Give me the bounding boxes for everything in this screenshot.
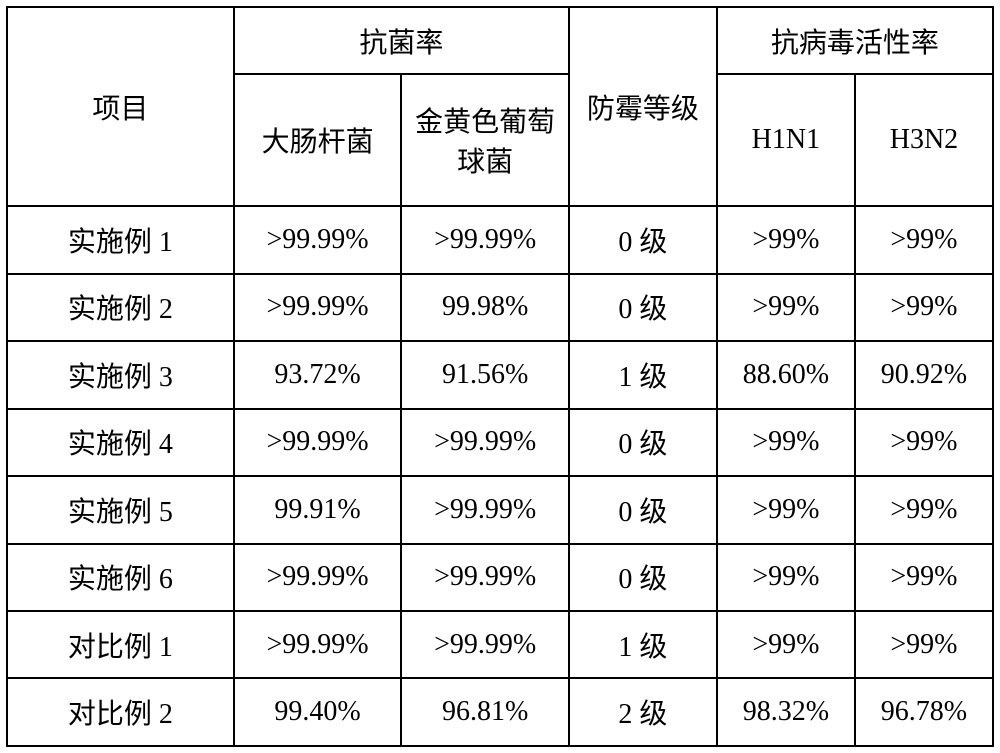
table-row: 对比例 2 99.40% 96.81% 2 级 98.32% 96.78% [7, 678, 993, 746]
cell-mold: 0 级 [569, 476, 717, 543]
cell-h1n1: >99% [717, 611, 855, 678]
cell-h1n1: >99% [717, 476, 855, 543]
cell-item: 实施例 2 [7, 274, 234, 341]
header-antiviral: 抗病毒活性率 [717, 7, 993, 74]
cell-ecoli: 93.72% [234, 341, 402, 408]
cell-saureus: 96.81% [401, 678, 569, 746]
cell-h3n2: >99% [855, 611, 993, 678]
cell-h1n1: >99% [717, 206, 855, 273]
cell-saureus: >99.99% [401, 611, 569, 678]
table-row: 实施例 4 >99.99% >99.99% 0 级 >99% >99% [7, 409, 993, 476]
table-row: 实施例 5 99.91% >99.99% 0 级 >99% >99% [7, 476, 993, 543]
cell-item: 实施例 3 [7, 341, 234, 408]
cell-item: 实施例 4 [7, 409, 234, 476]
header-antibacterial: 抗菌率 [234, 7, 569, 74]
table-row: 实施例 1 >99.99% >99.99% 0 级 >99% >99% [7, 206, 993, 273]
cell-ecoli: >99.99% [234, 409, 402, 476]
cell-ecoli: 99.91% [234, 476, 402, 543]
table-header-row-1: 项目 抗菌率 防霉等级 抗病毒活性率 [7, 7, 993, 74]
cell-h1n1: >99% [717, 409, 855, 476]
cell-item: 实施例 6 [7, 544, 234, 611]
cell-mold: 0 级 [569, 274, 717, 341]
cell-h3n2: >99% [855, 476, 993, 543]
cell-mold: 2 级 [569, 678, 717, 746]
table-container: 项目 抗菌率 防霉等级 抗病毒活性率 大肠杆菌 金黄色葡萄球菌 H1N1 H3N… [0, 0, 1000, 753]
cell-h3n2: 90.92% [855, 341, 993, 408]
cell-mold: 0 级 [569, 206, 717, 273]
cell-h3n2: >99% [855, 274, 993, 341]
cell-item: 对比例 1 [7, 611, 234, 678]
cell-saureus: >99.99% [401, 409, 569, 476]
cell-saureus: 99.98% [401, 274, 569, 341]
cell-h1n1: 88.60% [717, 341, 855, 408]
cell-ecoli: >99.99% [234, 274, 402, 341]
cell-mold: 1 级 [569, 611, 717, 678]
cell-mold: 0 级 [569, 544, 717, 611]
cell-h3n2: >99% [855, 206, 993, 273]
cell-item: 实施例 1 [7, 206, 234, 273]
header-item: 项目 [7, 7, 234, 206]
header-ecoli: 大肠杆菌 [234, 74, 402, 206]
cell-mold: 1 级 [569, 341, 717, 408]
cell-item: 对比例 2 [7, 678, 234, 746]
cell-h3n2: >99% [855, 409, 993, 476]
cell-ecoli: 99.40% [234, 678, 402, 746]
cell-saureus: >99.99% [401, 476, 569, 543]
cell-ecoli: >99.99% [234, 544, 402, 611]
cell-h3n2: 96.78% [855, 678, 993, 746]
cell-item: 实施例 5 [7, 476, 234, 543]
table-row: 实施例 2 >99.99% 99.98% 0 级 >99% >99% [7, 274, 993, 341]
cell-h3n2: >99% [855, 544, 993, 611]
cell-saureus: >99.99% [401, 544, 569, 611]
cell-h1n1: 98.32% [717, 678, 855, 746]
cell-saureus: >99.99% [401, 206, 569, 273]
data-table: 项目 抗菌率 防霉等级 抗病毒活性率 大肠杆菌 金黄色葡萄球菌 H1N1 H3N… [6, 6, 994, 747]
cell-h1n1: >99% [717, 274, 855, 341]
table-row: 实施例 3 93.72% 91.56% 1 级 88.60% 90.92% [7, 341, 993, 408]
table-row: 实施例 6 >99.99% >99.99% 0 级 >99% >99% [7, 544, 993, 611]
header-saureus: 金黄色葡萄球菌 [401, 74, 569, 206]
cell-ecoli: >99.99% [234, 611, 402, 678]
cell-mold: 0 级 [569, 409, 717, 476]
cell-h1n1: >99% [717, 544, 855, 611]
cell-ecoli: >99.99% [234, 206, 402, 273]
table-row: 对比例 1 >99.99% >99.99% 1 级 >99% >99% [7, 611, 993, 678]
cell-saureus: 91.56% [401, 341, 569, 408]
header-h3n2: H3N2 [855, 74, 993, 206]
header-mold: 防霉等级 [569, 7, 717, 206]
header-h1n1: H1N1 [717, 74, 855, 206]
